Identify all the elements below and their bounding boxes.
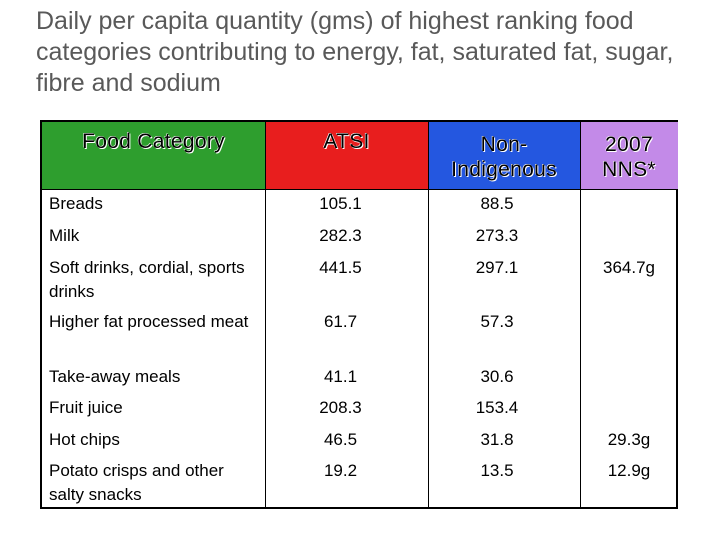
row-take-away-name: Take-away meals — [49, 367, 181, 386]
header-food-category: Food Category — [42, 122, 265, 189]
row-breads-atsi: 105.1 — [319, 194, 362, 213]
row-potato-crisps-atsi: 19.2 — [323, 461, 358, 480]
row-hot-chips-name: Hot chips — [49, 430, 120, 449]
slide-title: Daily per capita quantity (gms) of highe… — [36, 7, 674, 97]
row-fruit-juice-non-indigenous: 153.4 — [475, 398, 519, 417]
row-potato-crisps-non-indigenous: 13.5 — [480, 461, 514, 480]
row-soft-drinks-name: Soft drinks, cordial, sports drinks — [49, 258, 245, 301]
row-processed-meat-atsi: 61.7 — [323, 312, 358, 331]
row-processed-meat-non-indigenous: 57.3 — [480, 312, 514, 331]
row-hot-chips-non-indigenous: 31.8 — [480, 430, 514, 449]
row-soft-drinks-atsi: 441.5 — [319, 258, 362, 277]
row-take-away-non-indigenous: 30.6 — [480, 367, 514, 386]
row-potato-crisps-name: Potato crisps and other salty snacks — [49, 461, 224, 504]
row-take-away-atsi: 41.1 — [323, 367, 358, 386]
header-2007-nns: 2007 NNS* — [580, 122, 678, 189]
row-milk-non-indigenous: 273.3 — [475, 226, 519, 245]
row-fruit-juice-atsi: 208.3 — [319, 398, 362, 417]
column-divider — [580, 122, 581, 507]
row-milk-atsi: 282.3 — [319, 226, 362, 245]
row-breads-non-indigenous: 88.5 — [480, 194, 514, 213]
row-breads-name: Breads — [49, 194, 103, 213]
row-hot-chips-atsi: 46.5 — [323, 430, 358, 449]
header-non-indigenous: Non-Indigenous — [428, 122, 580, 189]
food-category-table: Food Category ATSI Non-Indigenous 2007 N… — [40, 120, 678, 509]
column-divider — [265, 122, 266, 507]
row-milk-name: Milk — [49, 226, 80, 245]
header-divider — [42, 189, 676, 190]
header-atsi: ATSI — [265, 122, 428, 189]
row-processed-meat-name: Higher fat processed meat — [49, 312, 249, 331]
row-soft-drinks-non-indigenous: 297.1 — [475, 258, 519, 277]
row-hot-chips-nns: 29.3g — [607, 430, 651, 449]
row-potato-crisps-nns: 12.9g — [607, 461, 651, 480]
row-fruit-juice-name: Fruit juice — [49, 398, 123, 417]
row-soft-drinks-nns: 364.7g — [603, 258, 655, 277]
column-divider — [428, 122, 429, 507]
